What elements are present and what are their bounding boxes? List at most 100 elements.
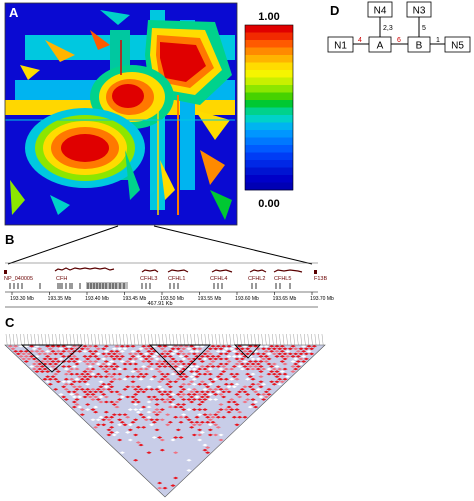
ld-cell	[149, 367, 155, 371]
node-label-b: B	[416, 41, 423, 52]
ld-cell	[239, 352, 245, 356]
ld-cell	[301, 350, 307, 353]
ld-cell	[23, 350, 29, 353]
ld-cell	[199, 360, 205, 363]
cfhl5-signal	[273, 269, 303, 273]
ld-cell	[66, 390, 72, 394]
ld-cell	[162, 360, 168, 363]
ld-cell	[77, 375, 83, 378]
ld-cell	[95, 418, 101, 421]
colorbar-swatch	[245, 40, 293, 48]
axis-tick-label: 193.30 Mb	[10, 296, 34, 302]
ld-cell	[298, 362, 304, 366]
ld-cell	[39, 350, 45, 353]
marker-line	[91, 333, 93, 346]
ld-cell	[303, 352, 309, 356]
ld-cell	[167, 365, 173, 368]
ld-cell	[149, 418, 155, 421]
ld-cell	[189, 390, 195, 394]
ld-cell	[293, 367, 299, 371]
marker-line	[12, 333, 15, 346]
axis-tick-label: 193.70 Mb	[310, 296, 334, 302]
ld-cell	[229, 347, 235, 351]
ld-cell	[157, 410, 163, 414]
ld-cell	[111, 377, 117, 381]
ld-cell	[63, 367, 69, 371]
ld-cell	[127, 438, 133, 442]
ld-cell	[109, 350, 115, 353]
marker-line	[201, 333, 203, 346]
ld-cell	[221, 395, 227, 399]
ld-cell	[47, 383, 53, 386]
ld-cell	[255, 388, 261, 391]
ld-cell	[138, 377, 144, 381]
ld-cell	[215, 375, 221, 378]
ld-cell	[109, 375, 115, 378]
ld-cell	[85, 372, 91, 376]
ld-cell	[245, 367, 251, 371]
ld-cell	[215, 355, 221, 358]
colorbar-swatch	[245, 62, 293, 71]
ld-cell	[205, 390, 211, 394]
ld-cell	[197, 367, 203, 371]
ld-cell	[253, 360, 259, 363]
ld-cell	[151, 355, 157, 358]
axis-tick-label: 193.45 Mb	[123, 296, 147, 302]
ld-cell	[159, 408, 165, 411]
ld-cell	[146, 405, 152, 409]
ld-cell	[173, 380, 179, 383]
ld-cell	[173, 436, 179, 439]
ld-cell	[114, 390, 120, 394]
marker-line	[272, 333, 274, 346]
ld-cell	[223, 408, 229, 411]
ld-cell	[82, 390, 88, 394]
ld-cell	[245, 377, 251, 381]
ld-cell	[23, 360, 29, 363]
gene-label-cfhl1: CFHL1	[168, 276, 185, 282]
colorbar-swatch	[245, 175, 293, 183]
ld-cell	[61, 355, 67, 358]
ld-cell	[186, 352, 192, 356]
ld-cell	[93, 360, 99, 363]
ld-cell	[178, 375, 184, 378]
ld-cell	[146, 410, 152, 414]
ld-cell	[85, 408, 91, 411]
ld-cell	[90, 388, 96, 391]
ld-cell	[199, 345, 205, 348]
ld-cell	[194, 355, 200, 358]
ld-cell	[213, 357, 219, 361]
marker-line	[236, 333, 239, 346]
ld-cell	[122, 377, 128, 381]
ld-cell	[247, 375, 253, 378]
marker-line	[69, 333, 72, 346]
ld-cell	[226, 390, 232, 394]
marker-line	[318, 333, 320, 346]
ld-cell	[74, 372, 80, 376]
ld-cell	[162, 400, 168, 404]
ld-cell	[90, 362, 96, 366]
ld-cell	[266, 357, 272, 361]
colorbar-swatch	[245, 70, 293, 78]
ld-cell	[223, 352, 229, 356]
ld-cell	[109, 385, 115, 389]
ld-cell	[223, 367, 229, 371]
ld-cell	[69, 347, 75, 351]
ld-cell	[194, 375, 200, 378]
colorbar-swatch	[245, 32, 293, 41]
ld-cell	[213, 433, 219, 437]
ld-cell	[207, 383, 213, 386]
marker-line	[27, 333, 29, 346]
ld-cell	[165, 393, 171, 396]
ld-cell	[234, 372, 240, 376]
ld-cell	[119, 421, 125, 424]
span-label: 467.91 Kb	[147, 301, 172, 307]
ld-cell	[133, 362, 139, 366]
ld-cell	[77, 360, 83, 363]
ld-cell	[135, 370, 141, 373]
ld-cell	[170, 393, 176, 396]
ld-cell	[194, 415, 200, 419]
ld-cell	[218, 357, 224, 361]
ld-cell	[279, 380, 285, 383]
marker-line	[208, 333, 210, 346]
ld-cell	[191, 388, 197, 391]
